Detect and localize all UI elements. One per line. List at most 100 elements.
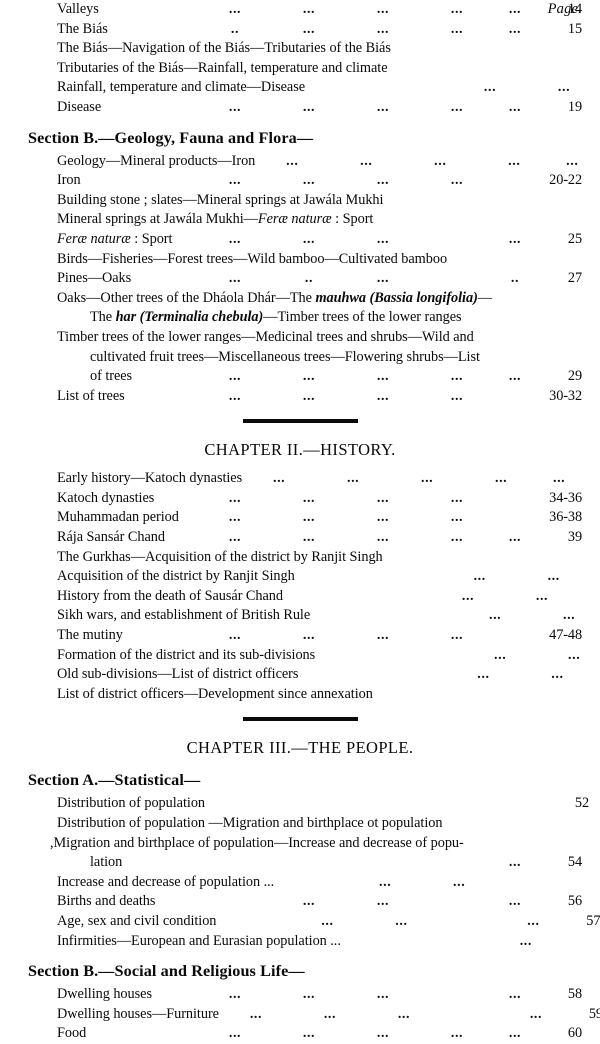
leader-dots: ... (434, 153, 447, 169)
toc-entry-title: Food (57, 1025, 87, 1042)
leader-dots: .. (230, 21, 240, 37)
leader-dots: ... (228, 231, 242, 247)
toc-row[interactable]: lation... 54 (0, 853, 600, 873)
toc-row[interactable]: Rája Sansár Chand............... 39 (0, 528, 600, 548)
leader-dots: ... (450, 530, 464, 546)
toc-row[interactable]: Food............... 60 (0, 1024, 600, 1044)
toc-page-number: 36-38 (549, 509, 582, 526)
leader-dots: ... (286, 153, 299, 169)
leader-dots: ... (508, 987, 522, 1003)
toc-row[interactable]: Age, sex and civil condition......... 57 (0, 912, 600, 932)
leader-dots: ... (508, 855, 522, 871)
leader-dots: ... (376, 628, 390, 644)
toc-row[interactable]: The Biás—Navigation of the Biás—Tributar… (0, 39, 600, 59)
toc-row[interactable]: Mineral springs at Jawála Mukhi—Feræ nat… (0, 210, 600, 230)
toc-row[interactable]: of trees............... 29 (0, 367, 600, 387)
toc-entry-title: Pines—Oaks (57, 270, 132, 287)
toc-row[interactable]: Birds—Fisheries—Forest trees—Wild bamboo… (0, 250, 600, 270)
toc-page-number: 30-32 (549, 387, 582, 404)
toc-row[interactable]: Timber trees of the lower ranges—Medicin… (0, 328, 600, 348)
toc-entry-title: The Biás (57, 20, 108, 37)
toc-entry-title: The har (Terminalia chebula)—Timber tree… (90, 309, 462, 326)
toc-row[interactable]: Formation of the district and its sub-di… (0, 646, 600, 666)
toc-entry-title: History from the death of Sausár Chand (57, 587, 284, 604)
leader-dots: ... (302, 99, 316, 115)
toc-row[interactable]: Early history—Katoch dynasties..........… (0, 469, 600, 489)
toc-row[interactable]: The Gurkhas—Acquisition of the district … (0, 548, 600, 568)
toc-row[interactable]: Valleys............... 14 (0, 0, 600, 20)
toc-row[interactable]: Old sub-divisions—List of district offic… (0, 665, 600, 685)
toc-row[interactable]: ,Migration and birthplace of population—… (0, 834, 600, 854)
toc-row[interactable]: Iron............ 20-22 (0, 171, 600, 191)
toc-row[interactable]: The mutiny............ 47-48 (0, 626, 600, 646)
toc-entry-title: Disease (57, 98, 102, 115)
leader-dots: ... (376, 894, 390, 910)
chapter-title: CHAPTER III.—THE PEOPLE. (186, 738, 414, 758)
leader-dots: ... (228, 510, 242, 526)
toc-row[interactable]: Births and deaths......... 56 (0, 892, 600, 912)
leader-dots: ... (450, 99, 464, 115)
toc-row[interactable]: History from the death of Sausár Chand..… (0, 587, 600, 607)
leader-dots: ... (508, 231, 522, 247)
leader-dots: ... (450, 21, 464, 37)
leader-dots: ... (302, 894, 316, 910)
toc-page-number: 27 (567, 270, 582, 287)
toc-entry-title: List of district officers—Development si… (57, 685, 373, 702)
toc-row[interactable]: List of district officers—Development si… (0, 685, 600, 705)
leader-dots: ... (302, 530, 316, 546)
toc-row[interactable]: Muhammadan period............ 36-38 (0, 508, 600, 528)
toc-row[interactable]: Dwelling houses—Furniture............ 59 (0, 1005, 600, 1025)
toc-row[interactable]: The har (Terminalia chebula)—Timber tree… (0, 308, 600, 328)
toc-entry-title: Increase and decrease of population ... (57, 873, 275, 890)
toc-row[interactable]: Rainfall, temperature and climate—Diseas… (0, 78, 600, 98)
toc-row[interactable]: Infirmities—European and Eurasian popula… (0, 932, 600, 952)
chapter-heading-block: CHAPTER III.—THE PEOPLE. (0, 717, 600, 758)
section-heading: Section A.—Statistical— (28, 771, 201, 790)
leader-dots: ... (379, 874, 392, 890)
toc-entry-title: Katoch dynasties (57, 489, 155, 506)
toc-entry-title: Early history—Katoch dynasties (57, 470, 243, 487)
toc-row[interactable]: Acquisition of the district by Ranjit Si… (0, 567, 600, 587)
toc-entry-title: Distribution of population —Migration an… (57, 815, 443, 831)
leader-dots: ... (228, 388, 242, 404)
toc-row[interactable]: Disease............... 19 (0, 98, 600, 118)
toc-row[interactable]: Dwelling houses............ 58 (0, 985, 600, 1005)
toc-entry-title: Mineral springs at Jawála Mukhi—Feræ nat… (57, 211, 374, 228)
leader-dots: ... (302, 173, 316, 189)
leader-dots: ... (302, 388, 316, 404)
toc-row[interactable]: The Biás.............. 15 (0, 20, 600, 40)
toc-row[interactable]: Tributaries of the Biás—Rainfall, temper… (0, 59, 600, 79)
leader-dots: ... (450, 369, 464, 385)
toc-entry-title: Iron (57, 172, 81, 189)
leader-dots: ... (346, 471, 360, 487)
leader-dots: ... (527, 913, 540, 929)
toc-row[interactable]: Building stone ; slates—Mineral springs … (0, 191, 600, 211)
leader-dots: ... (228, 173, 242, 189)
toc-row[interactable]: Pines—Oaks.......... 27 (0, 269, 600, 289)
toc-row[interactable]: Feræ naturæ : Sport............ 25 (0, 230, 600, 250)
section-divider-rule (242, 419, 358, 424)
leader-dots: ... (453, 874, 466, 890)
leader-dots: ... (557, 80, 571, 96)
toc-row[interactable]: Katoch dynasties............ 34-36 (0, 489, 600, 509)
toc-row[interactable]: Distribution of population 52 (0, 794, 600, 814)
leader-dots: ... (450, 628, 464, 644)
toc-row[interactable]: Sikh wars, and establishment of British … (0, 606, 600, 626)
toc-row[interactable]: cultivated fruit trees—Miscellaneous tre… (0, 348, 600, 368)
leader-dots: ... (494, 647, 507, 663)
toc-row[interactable]: List of trees............ 30-32 (0, 387, 600, 407)
toc-row[interactable]: Distribution of population —Migration an… (0, 814, 600, 834)
leader-dots: ... (302, 2, 316, 17)
leader-dots: ... (376, 173, 390, 189)
section-heading: Section B.—Social and Religious Life— (28, 962, 305, 981)
toc-page-number: 39 (567, 529, 582, 546)
leader-dots: ... (228, 2, 242, 17)
toc-page-number: 15 (567, 20, 582, 37)
toc-entry-title: of trees (90, 368, 133, 385)
toc-entry-title: Muhammadan period (57, 509, 179, 526)
toc-row[interactable]: Geology—Mineral products—Iron...........… (0, 152, 600, 172)
toc-row[interactable]: Increase and decrease of population ....… (0, 873, 600, 893)
leader-dots: ... (566, 153, 579, 169)
leader-dots: ... (395, 913, 408, 929)
toc-row[interactable]: Oaks—Other trees of the Dháola Dhár—The … (0, 289, 600, 309)
